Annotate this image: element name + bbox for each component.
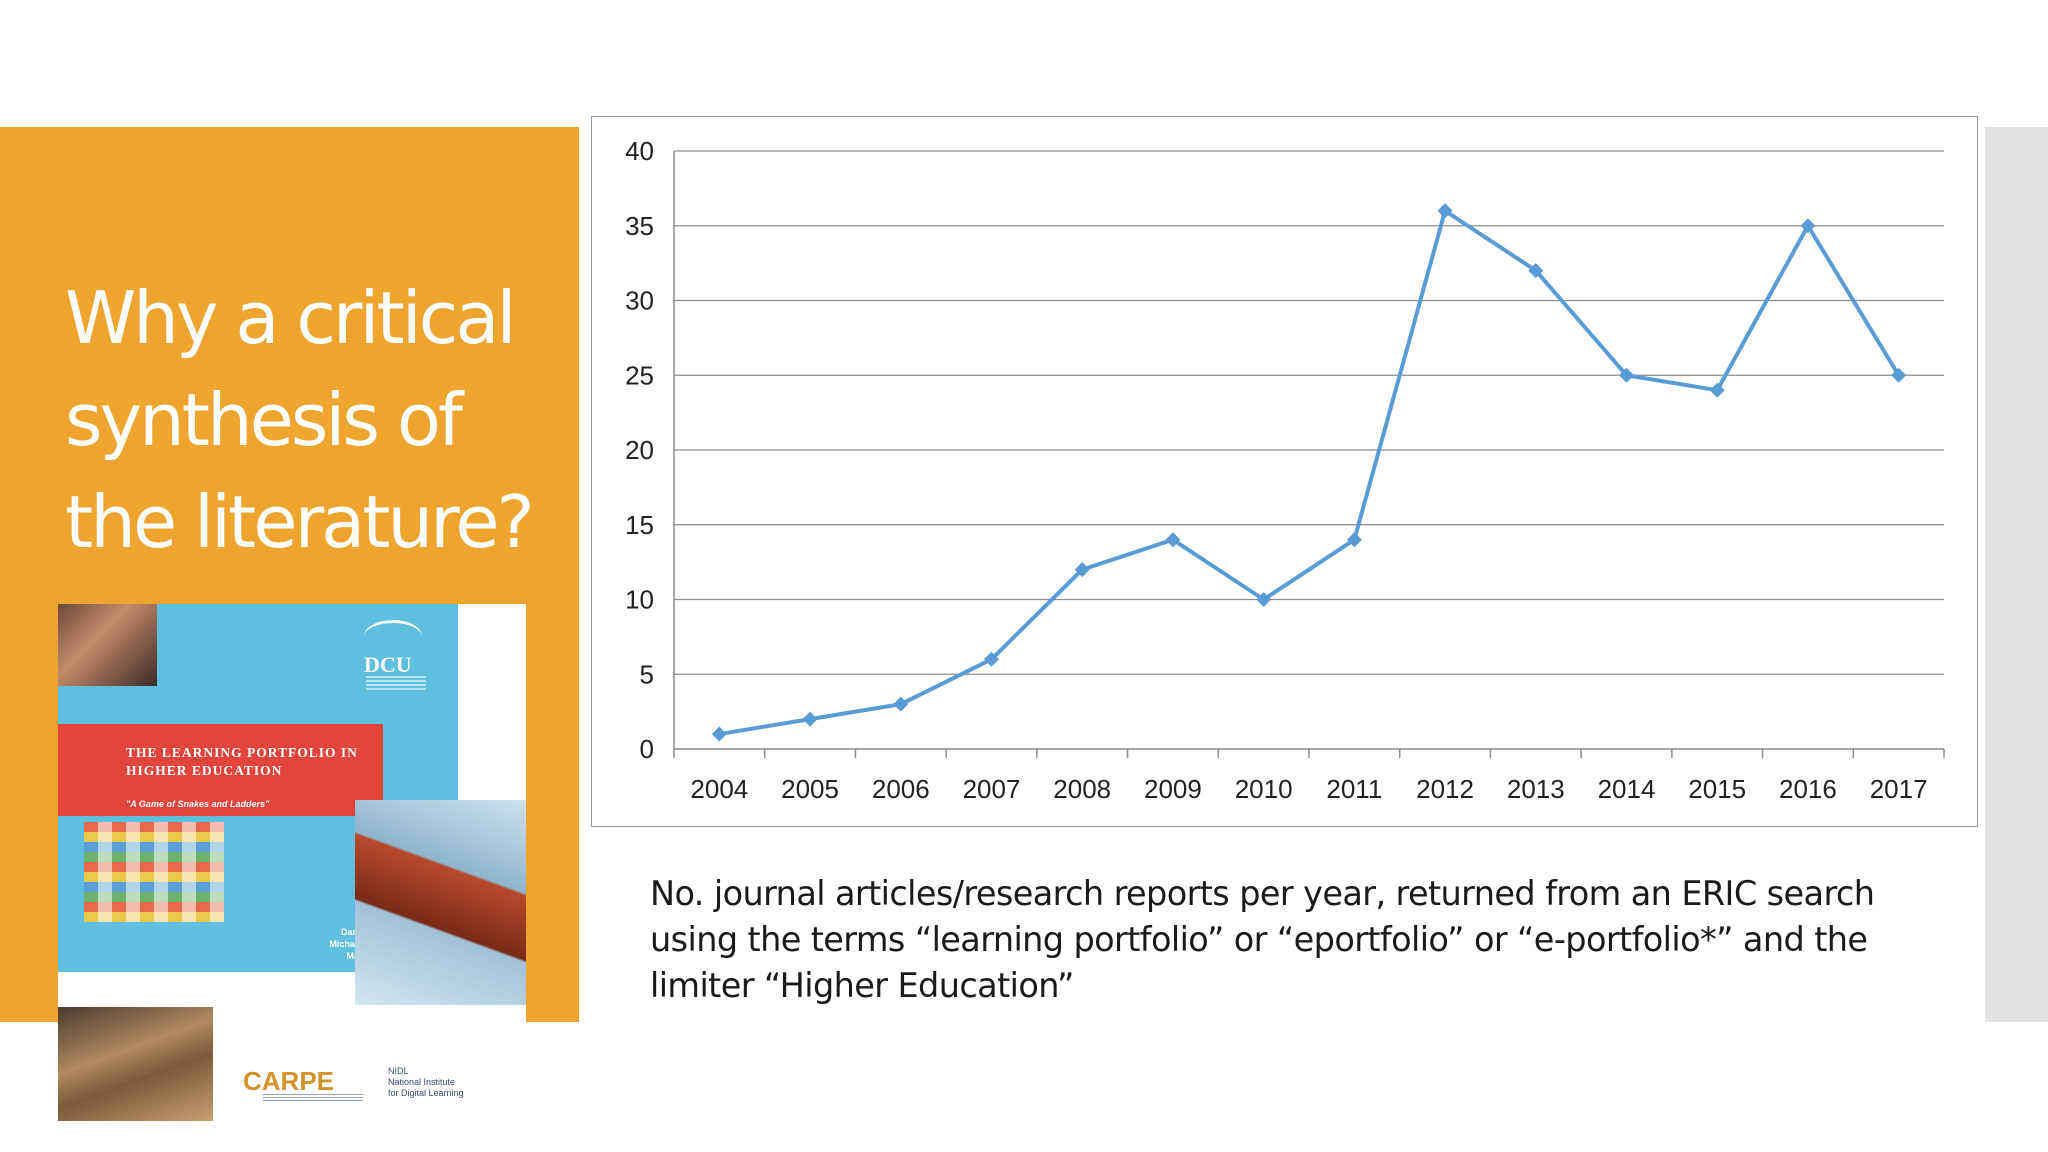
dcu-logo-text: DCU bbox=[364, 652, 412, 677]
line-chart: 0 5 10 15 20 25 30 35 40 2004 2005 2006 2007 2008 2009… bbox=[591, 116, 1978, 827]
data-point bbox=[1074, 562, 1090, 578]
x-tick-label: 2004 bbox=[690, 774, 748, 804]
data-point bbox=[802, 711, 818, 727]
carpe-logo-subtext bbox=[263, 1094, 363, 1102]
cover-subtitle: "A Game of Snakes and Ladders" bbox=[126, 799, 270, 809]
data-point bbox=[1709, 382, 1725, 398]
dcu-logo: DCU bbox=[356, 618, 426, 690]
cover-photo-stairs bbox=[58, 1007, 213, 1121]
nidl-logo: NIDL National Institute for Digital Lear… bbox=[388, 1066, 464, 1099]
data-point bbox=[1437, 203, 1453, 219]
y-tick-label: 15 bbox=[625, 510, 654, 540]
cover-title: THE LEARNING PORTFOLIO IN HIGHER EDUCATI… bbox=[126, 745, 358, 778]
cover-title-band: THE LEARNING PORTFOLIO IN HIGHER EDUCATI… bbox=[58, 724, 383, 816]
carpe-logo: CARPE bbox=[243, 1066, 334, 1097]
data-point bbox=[1619, 367, 1634, 383]
dcu-arc-icon bbox=[364, 620, 422, 653]
nidl-logo-sub-2: for Digital Learning bbox=[388, 1088, 464, 1098]
y-tick-label: 25 bbox=[625, 360, 654, 390]
data-point bbox=[1800, 218, 1816, 234]
cover-photo-sky bbox=[355, 800, 526, 1005]
y-tick-label: 40 bbox=[625, 136, 654, 166]
dcu-logo-subtext bbox=[366, 676, 426, 690]
y-tick-label: 10 bbox=[625, 585, 654, 615]
chart-caption: No. journal articles/research reports pe… bbox=[650, 874, 1875, 1005]
nidl-logo-text: NIDL bbox=[388, 1066, 409, 1076]
x-tick-label: 2008 bbox=[1053, 774, 1111, 804]
x-tick-label: 2006 bbox=[872, 774, 930, 804]
slide-title: Why a critical synthesis of the literatu… bbox=[65, 276, 535, 564]
x-tick-label: 2014 bbox=[1598, 774, 1656, 804]
data-point bbox=[893, 696, 909, 712]
series-line bbox=[719, 208, 1901, 737]
cover-photo-students bbox=[58, 604, 157, 686]
x-tick-label: 2013 bbox=[1507, 774, 1565, 804]
x-tick-label: 2011 bbox=[1326, 774, 1382, 804]
y-tick-label: 30 bbox=[625, 286, 654, 316]
data-point bbox=[1891, 367, 1907, 383]
snakes-ladders-board bbox=[84, 822, 224, 922]
x-tick-label: 2010 bbox=[1235, 774, 1293, 804]
x-tick-label: 2016 bbox=[1779, 774, 1837, 804]
x-tick-label: 2012 bbox=[1416, 774, 1474, 804]
y-tick-label: 5 bbox=[640, 659, 654, 689]
data-point bbox=[711, 726, 727, 742]
x-tick-label: 2005 bbox=[781, 774, 839, 804]
chart-svg: 0 5 10 15 20 25 30 35 40 2004 2005 2006 2007 2008 2009… bbox=[625, 136, 1945, 804]
carpe-logo-text: CARPE bbox=[243, 1066, 335, 1096]
y-tick-label: 20 bbox=[625, 435, 654, 465]
data-point bbox=[1346, 532, 1362, 548]
x-tick-label: 2015 bbox=[1688, 774, 1746, 804]
x-tick-label: 2017 bbox=[1870, 774, 1928, 804]
y-tick-label: 35 bbox=[625, 211, 654, 241]
x-tick-label: 2009 bbox=[1144, 774, 1202, 804]
data-point bbox=[984, 651, 999, 667]
data-point bbox=[1165, 532, 1181, 548]
title-panel: Why a critical synthesis of the literatu… bbox=[0, 127, 579, 1121]
data-point bbox=[1256, 592, 1272, 607]
nidl-logo-sub-1: National Institute bbox=[388, 1077, 456, 1087]
side-strip bbox=[1985, 127, 2048, 1022]
book-cover-image: DCU THE LEARNING PORTFOLIO IN HIGHER EDU… bbox=[58, 604, 526, 1121]
y-tick-label: 0 bbox=[640, 734, 654, 764]
x-tick-label: 2007 bbox=[963, 774, 1021, 804]
data-point bbox=[1528, 263, 1544, 279]
